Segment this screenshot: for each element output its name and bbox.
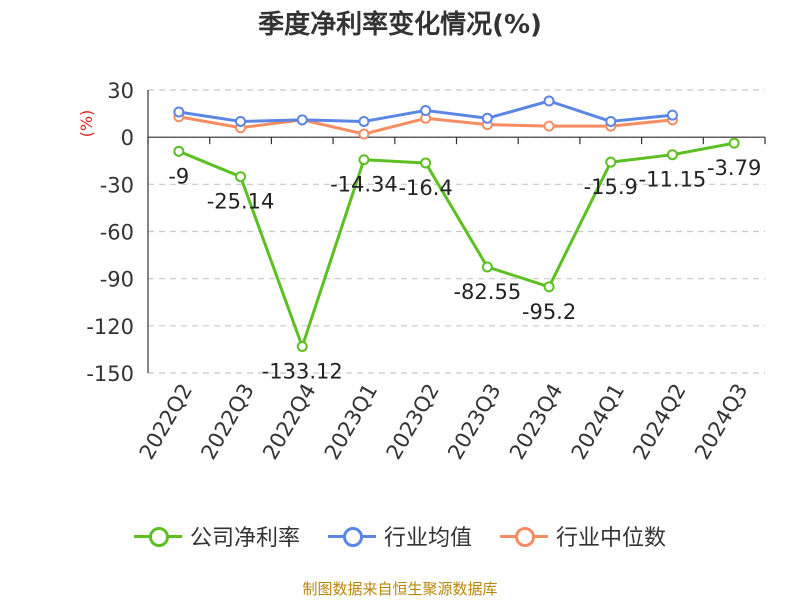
chart-title: 季度净利率变化情况(%) bbox=[258, 10, 542, 40]
legend-item-company[interactable]: 公司净利率 bbox=[133, 520, 300, 552]
company-net-margin-point bbox=[358, 154, 370, 166]
x-tick-label: 2023Q2 bbox=[382, 380, 444, 464]
y-tick-label: 30 bbox=[107, 79, 134, 103]
company-net-margin-point bbox=[235, 171, 247, 183]
industry-mean-point bbox=[481, 112, 493, 124]
x-tick-label: 2024Q2 bbox=[628, 380, 690, 464]
legend-item-industry-median[interactable]: 行业中位数 bbox=[500, 520, 666, 552]
company-net-margin-point bbox=[543, 281, 555, 293]
x-tick-label: 2023Q1 bbox=[320, 380, 382, 464]
industry-mean-point bbox=[420, 104, 432, 116]
data-label: -9 bbox=[168, 164, 189, 188]
source-note: 制图数据来自恒生聚源数据库 bbox=[302, 580, 498, 598]
y-tick-label: -150 bbox=[86, 362, 134, 386]
company-net-margin-point bbox=[728, 137, 740, 149]
data-label: -25.14 bbox=[207, 190, 275, 214]
company-net-margin-point bbox=[481, 261, 493, 273]
data-label: -133.12 bbox=[262, 359, 343, 383]
industry-mean-point bbox=[358, 115, 370, 127]
data-label: -82.55 bbox=[453, 280, 521, 304]
x-tick-label: 2022Q2 bbox=[135, 380, 197, 464]
company-net-margin-point bbox=[605, 156, 617, 168]
data-label: -95.2 bbox=[522, 300, 576, 324]
company-net-margin-line bbox=[178, 141, 735, 348]
industry-median-point bbox=[358, 128, 370, 140]
industry-mean-point bbox=[173, 106, 185, 118]
industry-mean-point bbox=[296, 114, 308, 126]
company-net-margin-point bbox=[420, 157, 432, 169]
industry-median-point bbox=[543, 120, 555, 132]
x-tick-label: 2023Q3 bbox=[443, 379, 505, 463]
x-tick-label: 2024Q1 bbox=[567, 380, 629, 464]
legend-swatch-industry-mean bbox=[327, 524, 376, 548]
company-net-margin-point bbox=[296, 340, 308, 352]
data-label: -16.4 bbox=[398, 176, 452, 200]
industry-mean-point bbox=[666, 109, 678, 121]
y-axis-label: (%) bbox=[77, 110, 96, 138]
legend-label-company: 公司净利率 bbox=[189, 526, 300, 551]
legend-swatch-industry-median bbox=[500, 524, 548, 548]
industry-mean-point bbox=[605, 115, 617, 127]
legend: 公司净利率 行业均值 行业中位数 bbox=[0, 520, 800, 552]
x-tick-label: 2023Q4 bbox=[505, 380, 567, 464]
data-label: -11.15 bbox=[639, 168, 707, 192]
company-net-margin-point bbox=[173, 145, 185, 157]
y-tick-label: -90 bbox=[100, 268, 134, 292]
x-tick-label: 2022Q3 bbox=[196, 380, 258, 464]
y-tick-label: -120 bbox=[86, 315, 134, 339]
legend-swatch-company bbox=[133, 524, 182, 548]
legend-item-industry-mean[interactable]: 行业均值 bbox=[327, 520, 472, 552]
data-label: -3.79 bbox=[707, 156, 761, 180]
y-tick-label: -30 bbox=[100, 173, 134, 197]
x-tick-label: 2022Q4 bbox=[258, 380, 320, 464]
industry-mean-point bbox=[235, 115, 247, 127]
legend-label-industry-mean: 行业均值 bbox=[383, 526, 472, 551]
data-label: -14.34 bbox=[330, 173, 398, 197]
company-net-margin-point bbox=[666, 149, 678, 161]
y-tick-label: 0 bbox=[121, 126, 134, 150]
industry-mean-point bbox=[543, 95, 555, 107]
x-tick-label: 2024Q3 bbox=[690, 380, 752, 464]
data-label: -15.9 bbox=[584, 175, 638, 199]
legend-label-industry-median: 行业中位数 bbox=[556, 526, 667, 551]
line-chart: 30 0 -30 -60 -90 -120 -150 (%) 2022Q2 2022Q3 2022Q… bbox=[77, 79, 766, 464]
y-tick-label: -60 bbox=[100, 221, 134, 245]
